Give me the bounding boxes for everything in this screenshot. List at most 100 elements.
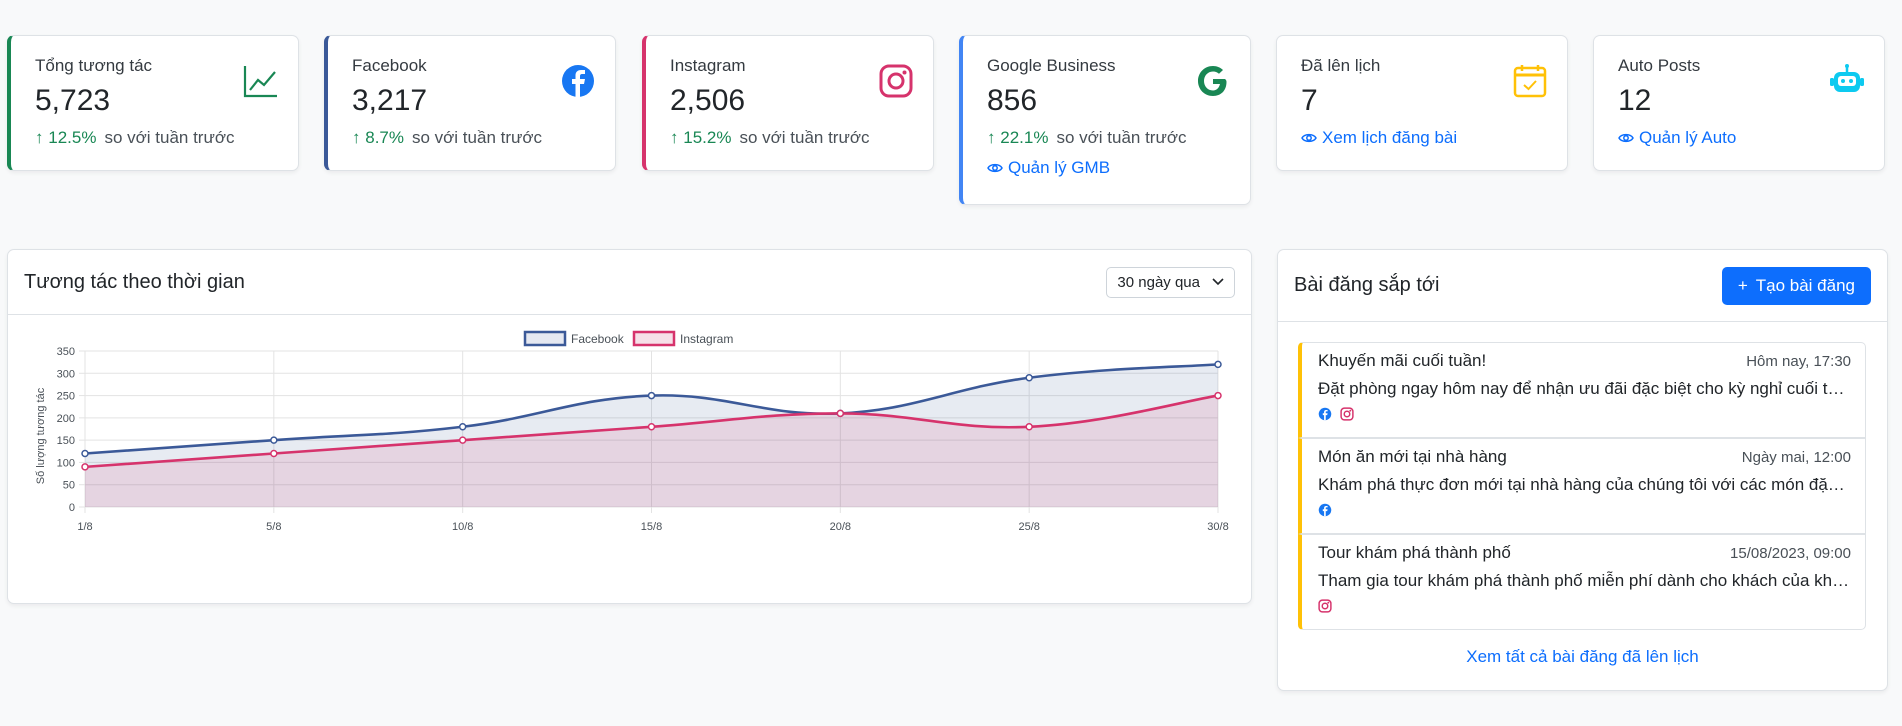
create-post-button[interactable]: + Tạo bài đăng xyxy=(1721,266,1871,305)
stat-value: 12 xyxy=(1618,84,1652,117)
post-list: Khuyến mãi cuối tuần! Hôm nay, 17:30 Đặt … xyxy=(1298,342,1868,632)
data-point-facebook xyxy=(1025,373,1033,382)
stat-change: ↑ 22.1% so với tuần trước xyxy=(987,128,1226,148)
post-title: Món ăn mới tại nhà hàng xyxy=(1318,447,1507,466)
x-tick-label: 5/8 xyxy=(266,521,281,533)
y-tick-label: 250 xyxy=(57,391,75,403)
stat-card-instagram: Instagram 2,506 ↑ 15.2% so với tuần trước xyxy=(642,35,934,171)
data-point-instagram xyxy=(647,423,656,431)
stat-card-facebook: Facebook 3,217 ↑ 8.7% so với tuần trước xyxy=(324,35,616,171)
data-point-facebook xyxy=(81,449,89,458)
google-icon xyxy=(1198,66,1227,96)
data-point-instagram xyxy=(1214,391,1222,400)
instagram-icon xyxy=(1318,599,1332,613)
period-select-value: 30 ngày qua xyxy=(1117,273,1200,291)
y-tick-label: 50 xyxy=(63,480,75,492)
eye-icon xyxy=(987,163,1003,173)
period-select[interactable]: 30 ngày qua xyxy=(1106,266,1235,298)
y-tick-label: 0 xyxy=(69,502,75,514)
stat-value: 856 xyxy=(987,84,1038,117)
post-desc: Khám phá thực đơn mới tại nhà hàng của c… xyxy=(1318,475,1851,494)
legend-label-instagram: Instagram xyxy=(680,332,733,346)
chart-legend: Facebook Instagram xyxy=(523,330,733,347)
interaction-line-chart: 0 50 100 150 200 250 300 350 1/8 5/8 10/8 15/8 20/8 2… xyxy=(35,330,1229,533)
upcoming-posts-panel: Bài đăng sắp tới + Tạo bài đăng Khuyến mã… xyxy=(1277,249,1888,691)
post-item[interactable]: Khuyến mãi cuối tuần! Hôm nay, 17:30 Đặt … xyxy=(1298,342,1866,438)
data-point-instagram xyxy=(458,436,467,444)
data-point-facebook xyxy=(458,423,467,431)
instagram-icon xyxy=(1340,407,1354,421)
data-point-facebook xyxy=(647,391,656,400)
stat-card-total: Tổng tương tác 5,723 ↑ 12.5% so với tuần … xyxy=(7,35,299,171)
data-point-instagram xyxy=(270,449,278,458)
post-time: Ngày mai, 12:00 xyxy=(1741,449,1851,466)
stat-change-pct: 8.7% xyxy=(365,128,404,147)
stat-change-text: so với tuần trước xyxy=(739,128,870,147)
y-tick-label: 100 xyxy=(57,457,75,469)
stat-change: ↑ 12.5% so với tuần trước xyxy=(35,128,274,148)
y-tick-label: 350 xyxy=(57,346,75,358)
stat-change-text: so với tuần trước xyxy=(1056,128,1187,147)
data-point-facebook xyxy=(1214,360,1222,369)
stat-value: 2,506 xyxy=(670,84,746,117)
stat-value: 3,217 xyxy=(352,84,428,117)
stat-title: Tổng tương tác xyxy=(35,56,153,75)
x-tick-label: 15/8 xyxy=(641,521,662,533)
x-tick-label: 25/8 xyxy=(1018,521,1039,533)
stat-change-text: so với tuần trước xyxy=(104,128,235,147)
stat-title: Instagram xyxy=(670,56,746,75)
y-tick-label: 200 xyxy=(57,413,75,425)
x-tick-label: 30/8 xyxy=(1207,521,1228,533)
chevron-down-icon xyxy=(1212,278,1224,286)
robot-icon xyxy=(1830,64,1864,92)
stat-title: Đã lên lịch xyxy=(1301,56,1381,75)
data-point-facebook xyxy=(270,436,278,444)
stat-value: 5,723 xyxy=(35,84,111,117)
legend-swatch-facebook xyxy=(523,330,567,347)
stat-title: Facebook xyxy=(352,56,427,75)
stat-title: Google Business xyxy=(987,56,1116,75)
x-tick-label: 1/8 xyxy=(77,521,92,533)
manage-auto-label: Quản lý Auto xyxy=(1639,128,1737,147)
post-item[interactable]: Món ăn mới tại nhà hàng Ngày mai, 12:00 K… xyxy=(1298,438,1866,534)
stat-change-pct: 15.2% xyxy=(683,128,732,147)
arrow-up-icon: ↑ xyxy=(35,128,49,147)
post-time: 15/08/2023, 09:00 xyxy=(1730,545,1851,562)
view-schedule-link[interactable]: Xem lịch đăng bài xyxy=(1301,128,1543,148)
data-point-instagram xyxy=(836,409,845,418)
eye-icon xyxy=(1301,133,1317,143)
x-tick-label: 10/8 xyxy=(452,521,473,533)
upcoming-panel-title: Bài đăng sắp tới xyxy=(1294,274,1440,296)
view-schedule-label: Xem lịch đăng bài xyxy=(1322,128,1458,147)
plus-icon: + xyxy=(1737,275,1748,295)
stat-change-pct: 12.5% xyxy=(48,128,97,147)
series-area-instagram xyxy=(85,395,1218,507)
facebook-icon xyxy=(1318,503,1332,517)
post-title: Khuyến mãi cuối tuần! xyxy=(1318,351,1487,370)
facebook-icon xyxy=(1318,407,1332,421)
post-item[interactable]: Tour khám phá thành phố 15/08/2023, 09:00… xyxy=(1298,534,1866,630)
stat-card-scheduled: Đã lên lịch 7 Xem lịch đăng bài xyxy=(1276,35,1568,171)
arrow-up-icon: ↑ xyxy=(352,128,366,147)
data-point-instagram xyxy=(81,463,89,471)
create-post-label: Tạo bài đăng xyxy=(1755,275,1855,295)
post-desc: Đặt phòng ngay hôm nay để nhận ưu đãi đặ… xyxy=(1318,379,1851,398)
stat-change: ↑ 15.2% so với tuần trước xyxy=(670,128,909,148)
post-title: Tour khám phá thành phố xyxy=(1318,543,1511,562)
legend-label-facebook: Facebook xyxy=(571,332,625,346)
manage-gmb-link[interactable]: Quản lý GMB xyxy=(987,158,1226,178)
y-tick-label: 150 xyxy=(57,435,75,447)
x-tick-label: 20/8 xyxy=(830,521,851,533)
post-desc: Tham gia tour khám phá thành phố miễn ph… xyxy=(1318,571,1851,590)
series-area-facebook xyxy=(85,364,1218,507)
stat-change: ↑ 8.7% so với tuần trước xyxy=(352,128,591,148)
y-tick-label: 300 xyxy=(57,368,75,380)
eye-icon xyxy=(1618,133,1634,143)
stat-change-text: so với tuần trước xyxy=(411,128,543,147)
view-all-scheduled-link[interactable]: Xem tất cả bài đăng đã lên lịch xyxy=(1466,647,1699,666)
chart-line-icon xyxy=(243,66,277,98)
arrow-up-icon: ↑ xyxy=(987,128,1001,147)
manage-auto-link[interactable]: Quản lý Auto xyxy=(1618,128,1860,148)
instagram-icon xyxy=(879,64,913,98)
arrow-up-icon: ↑ xyxy=(670,128,684,147)
